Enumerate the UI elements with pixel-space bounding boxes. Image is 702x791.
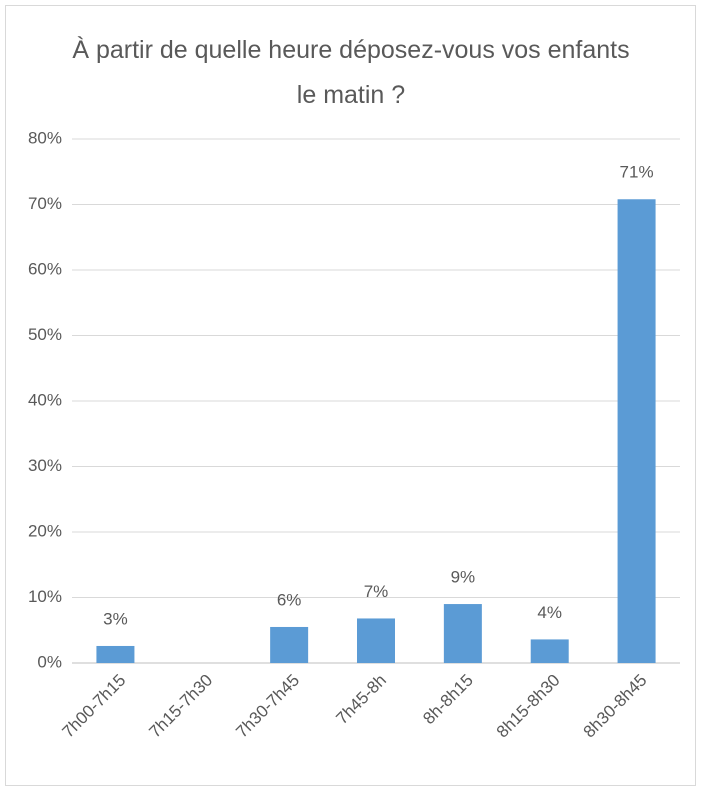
data-label: 6% [277,590,302,609]
y-tick-label: 50% [28,325,62,344]
y-tick-label: 70% [28,194,62,213]
data-label: 7% [364,582,389,601]
y-tick-label: 0% [37,652,62,671]
y-tick-label: 60% [28,259,62,278]
data-label: 3% [103,609,128,628]
bar [96,645,135,663]
y-tick-label: 20% [28,521,62,540]
data-label: 9% [451,568,476,587]
data-label: 4% [537,603,562,622]
bar [270,626,309,663]
chart-border [5,5,696,786]
y-tick-label: 10% [28,587,62,606]
bar [530,639,569,663]
y-tick-label: 30% [28,456,62,475]
data-label: 71% [620,163,654,182]
bar [443,604,482,663]
y-tick-label: 80% [28,128,62,147]
bar [357,618,395,663]
y-tick-label: 40% [28,390,62,409]
bar [617,199,656,663]
chart-title: À partir de quelle heure déposez-vous vo… [72,36,630,109]
